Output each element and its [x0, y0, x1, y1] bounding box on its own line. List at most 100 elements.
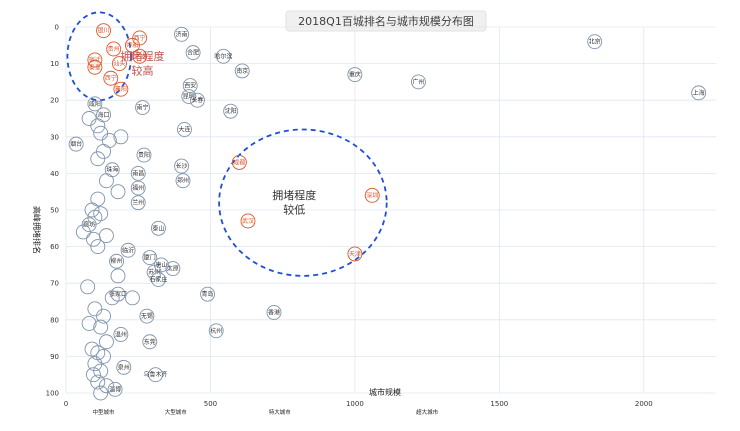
data-point: 贵阳 — [136, 147, 152, 163]
point-label: 昆明 — [183, 94, 195, 101]
data-point — [85, 231, 101, 247]
point-marker — [240, 213, 256, 229]
data-point: 哈尔滨 — [214, 48, 232, 64]
point-marker — [175, 173, 191, 189]
data-point — [84, 202, 100, 218]
point-marker — [81, 316, 97, 331]
point-marker — [142, 334, 158, 350]
point-marker — [208, 323, 224, 339]
data-point — [87, 209, 103, 225]
data-point: 厦门 — [142, 250, 158, 266]
point-marker — [174, 26, 190, 42]
data-point: 成都 — [231, 154, 247, 170]
point-marker — [410, 74, 426, 90]
point-label: 深圳 — [366, 191, 378, 199]
data-point: 乌鲁木齐 — [144, 367, 168, 383]
point-marker — [110, 184, 126, 200]
point-marker — [111, 56, 127, 72]
data-point: 淄博 — [107, 381, 123, 397]
point-marker — [124, 37, 140, 53]
region-ring — [66, 11, 132, 102]
data-point: 沈阳 — [223, 103, 239, 119]
data-point: 昆明 — [181, 89, 197, 104]
point-label: 南京 — [236, 67, 248, 75]
point-label: 兰州 — [132, 199, 144, 207]
data-point: 香港 — [266, 305, 282, 320]
data-point: 南宁 — [135, 100, 151, 115]
y-tick-label: 50 — [50, 207, 59, 215]
data-point — [75, 224, 91, 240]
point-marker — [90, 239, 106, 255]
point-marker — [96, 23, 112, 39]
y-tick-label: 100 — [46, 390, 59, 398]
point-marker — [106, 41, 122, 57]
point-marker — [215, 48, 231, 64]
data-point: 青岛 — [200, 286, 216, 302]
data-point — [124, 290, 140, 306]
data-point — [93, 385, 109, 401]
x-tick-label: 0 — [64, 400, 68, 408]
point-marker — [347, 67, 363, 83]
point-label: 上海 — [693, 89, 705, 97]
data-point — [110, 268, 126, 284]
point-marker — [90, 151, 106, 167]
point-label: 重庆 — [349, 71, 361, 79]
point-label: 温州 — [115, 330, 127, 338]
data-point: 苏州 — [146, 264, 162, 280]
data-point: 北京 — [587, 34, 603, 50]
point-label: 西宁 — [105, 74, 117, 82]
data-point: 大连 — [176, 122, 192, 137]
data-point — [113, 129, 129, 145]
point-marker — [182, 78, 198, 94]
point-marker — [234, 63, 250, 79]
point-marker — [174, 158, 190, 174]
point-label: 宁波 — [134, 52, 146, 60]
data-point — [110, 184, 126, 200]
point-label: 无锡 — [141, 312, 153, 320]
point-label: 济南 — [176, 30, 188, 38]
point-marker — [98, 334, 114, 350]
point-marker — [146, 264, 162, 280]
y-tick-label: 10 — [50, 60, 59, 68]
point-marker — [150, 220, 166, 236]
point-label: 长沙 — [176, 162, 188, 170]
data-point: 武汉 — [240, 213, 256, 229]
data-point: 秦皇 — [87, 59, 103, 75]
point-label: 襄阳 — [115, 85, 127, 93]
point-label: 乌鲁木齐 — [144, 371, 168, 379]
data-point: 天津 — [347, 246, 363, 262]
point-label: 南昌 — [132, 169, 144, 177]
point-marker — [93, 125, 109, 141]
point-marker — [75, 224, 91, 240]
data-point: 合肥 — [185, 45, 201, 61]
point-marker — [130, 195, 146, 211]
point-marker — [103, 70, 119, 86]
point-label: 成都 — [233, 158, 245, 166]
point-marker — [93, 319, 109, 335]
size-category-label: 中型城市 — [93, 408, 116, 416]
point-marker — [148, 367, 164, 383]
point-label: 淄博 — [109, 385, 121, 393]
point-marker — [231, 154, 247, 170]
point-marker — [116, 359, 132, 375]
point-marker — [691, 85, 707, 101]
point-label: 汕头 — [113, 60, 125, 68]
point-label: 唐山 — [155, 261, 167, 269]
point-marker — [90, 118, 106, 134]
data-point — [90, 191, 106, 207]
data-point — [90, 374, 106, 390]
data-point: 太原 — [165, 261, 181, 277]
size-category-label: 特大城市 — [269, 408, 292, 416]
point-marker — [135, 100, 151, 115]
point-label: 厦门 — [144, 254, 156, 262]
point-marker — [130, 165, 146, 181]
data-point: 西宁 — [103, 70, 119, 86]
data-point: 呼和 — [124, 37, 140, 53]
data-point: 福州 — [130, 180, 146, 196]
data-point: 襄阳 — [113, 81, 129, 97]
data-point — [104, 290, 120, 306]
y-axis-label: 高峰拥堵排名 — [32, 206, 42, 254]
data-point: 珠海 — [104, 162, 120, 178]
